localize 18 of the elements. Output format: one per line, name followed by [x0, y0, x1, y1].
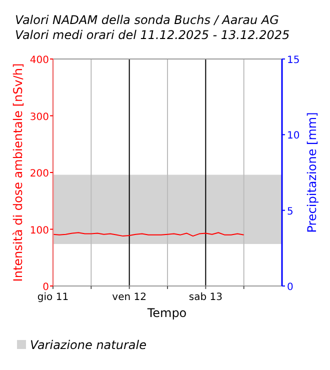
y-tick-label: 200: [30, 168, 49, 180]
x-tick-label: sab 13: [188, 292, 222, 303]
y-tick-label: 300: [30, 112, 49, 123]
x-axis-title: Tempo: [146, 306, 187, 320]
y-tick-label: 400: [30, 55, 49, 66]
chart-title: Valori NADAM della sonda Buchs / Aarau AG: [15, 13, 279, 27]
x-tick-label: ven 12: [112, 292, 146, 303]
x-tick-label: gio 11: [37, 292, 69, 303]
chart-subtitle: Valori medi orari del 11.12.2025 - 13.12.2025: [15, 28, 290, 42]
y-axis-title: Intensità di dose ambientale [nSv/h]: [11, 63, 25, 282]
y2-tick-label: 10: [287, 130, 300, 142]
y-tick-label: 100: [30, 225, 49, 236]
y2-axis-title: Precipitazione [mm]: [305, 112, 319, 233]
y2-tick-label: 5: [287, 206, 294, 218]
y2-tick-label: 0: [287, 282, 294, 293]
y2-tick-label: 15: [287, 55, 300, 66]
y-tick-label: 0: [42, 282, 49, 293]
legend-label: Variazione naturale: [30, 338, 146, 352]
